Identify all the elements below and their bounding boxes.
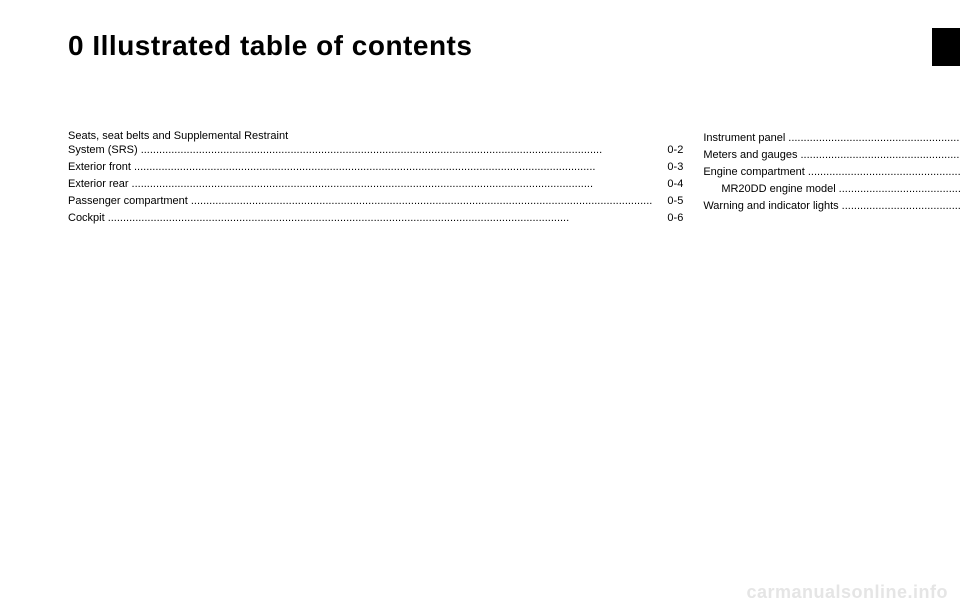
watermark: carmanualsonline.info — [746, 582, 948, 603]
toc-page: 0-3 — [655, 159, 683, 176]
toc-dots — [132, 176, 653, 193]
toc-label-line1: Seats, seat belts and Supplemental Restr… — [68, 130, 683, 142]
toc-label: Engine compartment — [703, 164, 805, 181]
page-container: 0 Illustrated table of contents Seats, s… — [0, 0, 960, 611]
toc-label: Cockpit — [68, 210, 105, 227]
toc-label: Meters and gauges — [703, 147, 797, 164]
toc-page: 0-5 — [655, 193, 683, 210]
toc-item: Passenger compartment 0-5 — [68, 193, 683, 210]
toc-page: 0-4 — [655, 176, 683, 193]
toc-label: Exterior rear — [68, 176, 129, 193]
toc-label: Passenger compartment — [68, 193, 188, 210]
toc-label: Instrument panel — [703, 130, 785, 147]
toc-label: System (SRS) — [68, 142, 138, 159]
toc-item: Exterior front 0-3 — [68, 159, 683, 176]
toc-dots — [108, 210, 653, 227]
toc-label: Exterior front — [68, 159, 131, 176]
toc-dots — [134, 159, 652, 176]
toc-item: Warning and indicator lights 0-10 — [703, 198, 960, 215]
toc-page: 0-6 — [655, 210, 683, 227]
toc-item: Engine compartment 0-9 — [703, 164, 960, 181]
toc-dots — [801, 147, 960, 164]
toc-column-left: Seats, seat belts and Supplemental Restr… — [68, 130, 683, 227]
toc-label: MR20DD engine model — [721, 181, 835, 198]
toc-dots — [839, 181, 960, 198]
toc-item: Instrument panel 0-7 — [703, 130, 960, 147]
toc-item: Seats, seat belts and Supplemental Restr… — [68, 130, 683, 142]
toc-column-right: Instrument panel 0-7 Meters and gauges 0… — [703, 130, 960, 227]
toc-item: Cockpit 0-6 — [68, 210, 683, 227]
toc-dots — [191, 193, 652, 210]
toc-columns: Seats, seat belts and Supplemental Restr… — [68, 130, 892, 227]
toc-item-indented: MR20DD engine model 0-9 — [703, 181, 960, 198]
toc-item: Exterior rear 0-4 — [68, 176, 683, 193]
toc-dots — [788, 130, 960, 147]
toc-item: Meters and gauges 0-8 — [703, 147, 960, 164]
toc-dots — [842, 198, 960, 215]
toc-dots — [141, 142, 653, 159]
chapter-title: 0 Illustrated table of contents — [68, 30, 892, 62]
toc-page: 0-2 — [655, 142, 683, 159]
toc-label: Warning and indicator lights — [703, 198, 838, 215]
toc-dots — [808, 164, 960, 181]
toc-item: System (SRS) 0-2 — [68, 142, 683, 159]
